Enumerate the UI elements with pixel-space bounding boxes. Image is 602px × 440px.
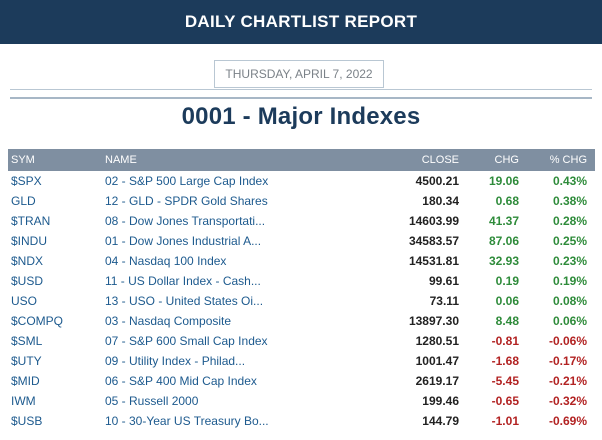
- symbol-link[interactable]: $USB: [11, 414, 43, 428]
- col-header-close[interactable]: CLOSE: [421, 154, 459, 166]
- percent-change-value: -0.17%: [548, 354, 587, 368]
- close-value: 13897.30: [408, 314, 459, 328]
- change-value: -0.65: [491, 394, 519, 408]
- change-value: -1.01: [491, 414, 519, 428]
- list-title[interactable]: 0001 - Major Indexes: [181, 103, 421, 130]
- table-header: SYM NAME CLOSE CHG % CHG: [8, 149, 595, 171]
- table-row[interactable]: IWM 05 - Russell 2000 199.46 -0.65 -0.32%: [8, 391, 595, 411]
- table-row[interactable]: $TRAN 08 - Dow Jones Transportati... 14603…: [8, 211, 595, 231]
- name-link[interactable]: 04 - Nasdaq 100 Index: [105, 254, 227, 268]
- symbol-link[interactable]: IWM: [11, 394, 36, 408]
- percent-change-value: -0.69%: [548, 414, 587, 428]
- close-value: 73.11: [429, 294, 459, 308]
- symbol-link[interactable]: $NDX: [11, 254, 44, 268]
- close-value: 34583.57: [408, 234, 459, 248]
- symbol-link[interactable]: USO: [11, 294, 38, 308]
- percent-change-value: 0.06%: [552, 314, 587, 328]
- change-value: 0.19: [495, 274, 519, 288]
- col-header-name[interactable]: NAME: [105, 154, 137, 166]
- name-link[interactable]: 10 - 30-Year US Treasury Bo...: [105, 414, 269, 428]
- table-row[interactable]: $NDX 04 - Nasdaq 100 Index 14531.81 32.93 0.…: [8, 251, 595, 271]
- symbol-link[interactable]: $UTY: [11, 354, 42, 368]
- symbol-link[interactable]: $TRAN: [11, 214, 51, 228]
- index-table: SYM NAME CLOSE CHG % CHG $SPX 02 - S&P 50…: [8, 149, 595, 431]
- close-value: 4500.21: [415, 174, 459, 188]
- close-value: 1001.47: [415, 354, 459, 368]
- percent-change-value: -0.21%: [548, 374, 587, 388]
- table-row[interactable]: USO 13 - USO - United States Oi... 73.11 0.…: [8, 291, 595, 311]
- change-value: -5.45: [491, 374, 519, 388]
- percent-change-value: -0.06%: [548, 334, 587, 348]
- report-header-title: DAILY CHARTLIST REPORT: [184, 12, 418, 31]
- symbol-link[interactable]: $USD: [11, 274, 44, 288]
- name-link[interactable]: 11 - US Dollar Index - Cash...: [105, 274, 261, 288]
- table-row[interactable]: $USB 10 - 30-Year US Treasury Bo... 144.79…: [8, 411, 595, 431]
- symbol-link[interactable]: $SML: [11, 334, 43, 348]
- name-link[interactable]: 01 - Dow Jones Industrial A...: [105, 234, 262, 248]
- close-value: 99.61: [428, 274, 459, 288]
- change-value: 0.68: [495, 194, 519, 208]
- name-link[interactable]: 08 - Dow Jones Transportati...: [105, 214, 266, 228]
- table-body: $SPX 02 - S&P 500 Large Cap Index 4500.21 1…: [8, 171, 595, 431]
- name-link[interactable]: 13 - USO - United States Oi...: [105, 294, 264, 308]
- close-value: 199.46: [422, 394, 459, 408]
- change-value: -0.81: [491, 334, 519, 348]
- table-row[interactable]: $INDU 01 - Dow Jones Industrial A... 34583…: [8, 231, 595, 251]
- report-date: THURSDAY, APRIL 7, 2022: [214, 60, 384, 88]
- col-header-pct[interactable]: % CHG: [549, 154, 587, 166]
- close-value: 180.34: [422, 194, 459, 208]
- table-row[interactable]: $UTY 09 - Utility Index - Philad... 1001.4…: [8, 351, 595, 371]
- close-value: 1280.51: [415, 334, 459, 348]
- name-link[interactable]: 07 - S&P 600 Small Cap Index: [105, 334, 268, 348]
- percent-change-value: 0.28%: [552, 214, 587, 228]
- percent-change-value: 0.43%: [552, 174, 587, 188]
- title-section: 0001 - Major Indexes: [0, 95, 602, 145]
- symbol-link[interactable]: $SPX: [11, 174, 42, 188]
- symbol-link[interactable]: $COMPQ: [11, 314, 64, 328]
- percent-change-value: 0.38%: [552, 194, 587, 208]
- name-link[interactable]: 05 - Russell 2000: [105, 394, 199, 408]
- table-row[interactable]: $SPX 02 - S&P 500 Large Cap Index 4500.21 1…: [8, 171, 595, 191]
- col-header-chg[interactable]: CHG: [494, 154, 519, 166]
- change-value: 41.37: [488, 214, 519, 228]
- percent-change-value: 0.19%: [552, 274, 587, 288]
- change-value: 32.93: [488, 254, 519, 268]
- percent-change-value: -0.32%: [548, 394, 587, 408]
- col-header-sym[interactable]: SYM: [11, 154, 35, 166]
- symbol-link[interactable]: $MID: [11, 374, 40, 388]
- symbol-link[interactable]: $INDU: [11, 234, 48, 248]
- percent-change-value: 0.25%: [552, 234, 587, 248]
- table-row[interactable]: GLD 12 - GLD - SPDR Gold Shares 180.34 0.68…: [8, 191, 595, 211]
- change-value: 19.06: [488, 174, 519, 188]
- percent-change-value: 0.08%: [552, 294, 587, 308]
- change-value: 87.06: [488, 234, 519, 248]
- date-section: THURSDAY, APRIL 7, 2022: [0, 59, 602, 95]
- table-row[interactable]: $USD 11 - US Dollar Index - Cash... 99.61 0…: [8, 271, 595, 291]
- symbol-link[interactable]: GLD: [11, 194, 36, 208]
- date-divider: [10, 89, 592, 90]
- name-link[interactable]: 09 - Utility Index - Philad...: [105, 354, 246, 368]
- close-value: 2619.17: [415, 374, 459, 388]
- name-link[interactable]: 06 - S&P 400 Mid Cap Index: [105, 374, 257, 388]
- title-divider: [10, 97, 592, 99]
- name-link[interactable]: 03 - Nasdaq Composite: [105, 314, 232, 328]
- percent-change-value: 0.23%: [552, 254, 587, 268]
- report-header: DAILY CHARTLIST REPORT: [0, 0, 602, 44]
- table-row[interactable]: $MID 06 - S&P 400 Mid Cap Index 2619.17 -5.…: [8, 371, 595, 391]
- name-link[interactable]: 12 - GLD - SPDR Gold Shares: [105, 194, 268, 208]
- change-value: 0.06: [495, 294, 519, 308]
- change-value: -1.68: [491, 354, 519, 368]
- change-value: 8.48: [495, 314, 519, 328]
- close-value: 14531.81: [408, 254, 459, 268]
- table-row[interactable]: $SML 07 - S&P 600 Small Cap Index 1280.51 -…: [8, 331, 595, 351]
- table-row[interactable]: $COMPQ 03 - Nasdaq Composite 13897.30 8.48 0…: [8, 311, 595, 331]
- close-value: 14603.99: [408, 214, 459, 228]
- close-value: 144.79: [422, 414, 459, 428]
- name-link[interactable]: 02 - S&P 500 Large Cap Index: [105, 174, 269, 188]
